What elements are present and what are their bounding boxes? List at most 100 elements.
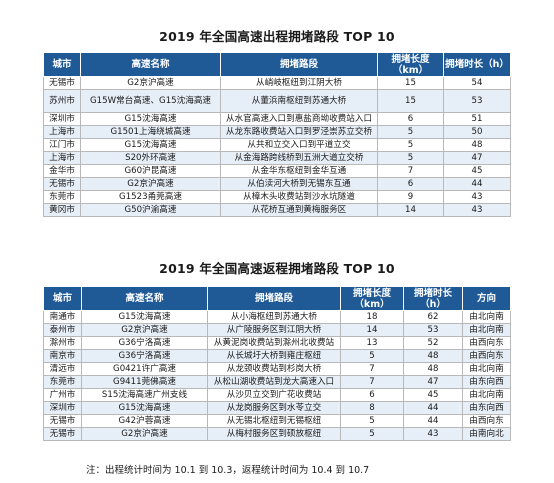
direction-cell: 由北向南: [462, 362, 511, 376]
city-cell: 深圳市: [43, 401, 82, 415]
length-cell: 5: [340, 414, 404, 428]
duration-cell: 44: [403, 401, 463, 415]
highway-cell: G15沈海高速: [81, 310, 208, 324]
section-cell: 从峭岐枢纽到江阴大桥: [220, 76, 378, 90]
duration-cell: 48: [443, 138, 511, 152]
city-cell: 南京市: [43, 349, 82, 363]
length-cell: 5: [377, 151, 444, 165]
outbound-table-title: 2019 年全国高速出程拥堵路段 TOP 10: [159, 29, 395, 44]
table-row: 无锡市 G2京沪高速 从梅村服务区到硕放枢纽 5 43 由南向北: [43, 427, 511, 441]
duration-cell: 53: [403, 323, 463, 337]
section-cell: 从伯渎河大桥到无锡东互通: [220, 177, 378, 191]
direction-cell: 由西向东: [462, 336, 511, 350]
length-cell: 5: [377, 138, 444, 152]
return-header-row: 城市 高速名称 拥堵路段 拥堵长度（km） 拥堵时长（h） 方向: [43, 286, 511, 311]
direction-cell: 由北向南: [462, 323, 511, 337]
city-cell: 东莞市: [43, 375, 82, 389]
section-cell: 从龙东路收费站入口到罗泾崇苏立交桥: [220, 125, 378, 139]
return-congestion-table: 城市 高速名称 拥堵路段 拥堵长度（km） 拥堵时长（h） 方向 南通市 G15沈…: [43, 286, 511, 441]
length-cell: 15: [377, 89, 444, 113]
table-row: 无锡市 G42沪蓉高速 从无锡北枢纽到无锡枢纽 5 44 由西向东: [43, 414, 511, 428]
highway-cell: G15W常台高速、G15沈海高速: [80, 89, 221, 113]
table-row: 无锡市 G2京沪高速 从伯渎河大桥到无锡东互通 6 44: [43, 177, 511, 191]
section-cell: 从董浜南枢纽到苏通大桥: [220, 89, 378, 113]
highway-cell: G42沪蓉高速: [81, 414, 208, 428]
highway-cell: G36宁洛高速: [81, 349, 208, 363]
city-cell: 深圳市: [43, 112, 81, 126]
section-cell: 从共和立交入口到平道立交: [220, 138, 378, 152]
length-cell: 8: [340, 401, 404, 415]
length-cell: 7: [377, 164, 444, 178]
duration-cell: 45: [403, 388, 463, 402]
length-cell: 6: [340, 388, 404, 402]
direction-cell: 由西向东: [462, 349, 511, 363]
duration-cell: 62: [403, 310, 463, 324]
duration-cell: 47: [443, 151, 511, 165]
header-city: 城市: [43, 286, 82, 311]
section-cell: 从松山湖收费站到龙大高速入口: [207, 375, 341, 389]
section-cell: 从沙贝立交到广花收费站: [207, 388, 341, 402]
highway-cell: G0421许广高速: [81, 362, 208, 376]
city-cell: 江门市: [43, 138, 81, 152]
city-cell: 上海市: [43, 151, 81, 165]
header-highway: 高速名称: [80, 52, 221, 77]
city-cell: 广州市: [43, 388, 82, 402]
table-row: 深圳市 G15沈海高速 从龙岗服务区到水苓立交 8 44 由东向西: [43, 401, 511, 415]
duration-cell: 44: [403, 414, 463, 428]
length-cell: 6: [377, 112, 444, 126]
length-cell: 5: [340, 427, 404, 441]
section-cell: 从梅村服务区到硕放枢纽: [207, 427, 341, 441]
highway-cell: G2京沪高速: [80, 76, 221, 90]
highway-cell: G2京沪高速: [81, 427, 208, 441]
table-row: 苏州市 G15W常台高速、G15沈海高速 从董浜南枢纽到苏通大桥 15 53: [43, 89, 511, 113]
highway-cell: G1523甬莞高速: [80, 190, 221, 204]
table-row: 泰州市 G2京沪高速 从广陵服务区到江阴大桥 14 53 由北向南: [43, 323, 511, 337]
table-row: 东莞市 G1523甬莞高速 从樟木头收费站到沙水坑隧道 9 43: [43, 190, 511, 204]
highway-cell: G15沈海高速: [81, 401, 208, 415]
highway-cell: G15沈海高速: [80, 112, 221, 126]
highway-cell: S20外环高速: [80, 151, 221, 165]
duration-cell: 52: [403, 336, 463, 350]
duration-cell: 47: [403, 375, 463, 389]
table-row: 黄冈市 G50沪渝高速 从花桥互通到黄梅服务区 14 43: [43, 203, 511, 217]
section-cell: 从黄泥岗收费站到滁州北收费站: [207, 336, 341, 350]
duration-cell: 44: [443, 177, 511, 191]
header-city: 城市: [43, 52, 81, 77]
length-cell: 9: [377, 190, 444, 204]
city-cell: 南通市: [43, 310, 82, 324]
highway-cell: G1501上海绕城高速: [80, 125, 221, 139]
direction-cell: 由西向东: [462, 414, 511, 428]
table-row: 东莞市 G9411莞佛高速 从松山湖收费站到龙大高速入口 7 47 由东向西: [43, 375, 511, 389]
footnote: 注：出程统计时间为 10.1 到 10.3，返程统计时间为 10.4 到 10.…: [86, 465, 370, 476]
section-cell: 从龙颈收费站到杉岗大桥: [207, 362, 341, 376]
duration-cell: 43: [403, 427, 463, 441]
duration-cell: 50: [443, 125, 511, 139]
duration-cell: 43: [443, 203, 511, 217]
highway-cell: G15沈海高速: [80, 138, 221, 152]
city-cell: 泰州市: [43, 323, 82, 337]
direction-cell: 由北向南: [462, 310, 511, 324]
length-cell: 6: [377, 177, 444, 191]
section-cell: 从水官高速入口到惠盐商坳收费站入口: [220, 112, 378, 126]
duration-cell: 45: [443, 164, 511, 178]
duration-cell: 51: [443, 112, 511, 126]
table-row: 无锡市 G2京沪高速 从峭岐枢纽到江阴大桥 15 54: [43, 76, 511, 90]
section-cell: 从广陵服务区到江阴大桥: [207, 323, 341, 337]
length-cell: 5: [340, 349, 404, 363]
table-row: 江门市 G15沈海高速 从共和立交入口到平道立交 5 48: [43, 138, 511, 152]
highway-cell: G50沪渝高速: [80, 203, 221, 217]
header-section: 拥堵路段: [207, 286, 341, 311]
highway-cell: G9411莞佛高速: [81, 375, 208, 389]
outbound-congestion-table: 城市 高速名称 拥堵路段 拥堵长度（km） 拥堵时长（h） 无锡市 G2京沪高速从…: [43, 52, 511, 217]
header-direction: 方向: [462, 286, 511, 311]
highway-cell: S15沈海高速广州支线: [81, 388, 208, 402]
direction-cell: 由东向西: [462, 401, 511, 415]
table-row: 上海市 S20外环高速 从金海路跨线桥到五洲大道立交桥 5 47: [43, 151, 511, 165]
section-cell: 从金海路跨线桥到五洲大道立交桥: [220, 151, 378, 165]
highway-cell: G60沪昆高速: [80, 164, 221, 178]
city-cell: 滁州市: [43, 336, 82, 350]
header-section: 拥堵路段: [220, 52, 378, 77]
length-cell: 5: [377, 125, 444, 139]
duration-cell: 48: [403, 349, 463, 363]
section-cell: 从无锡北枢纽到无锡枢纽: [207, 414, 341, 428]
